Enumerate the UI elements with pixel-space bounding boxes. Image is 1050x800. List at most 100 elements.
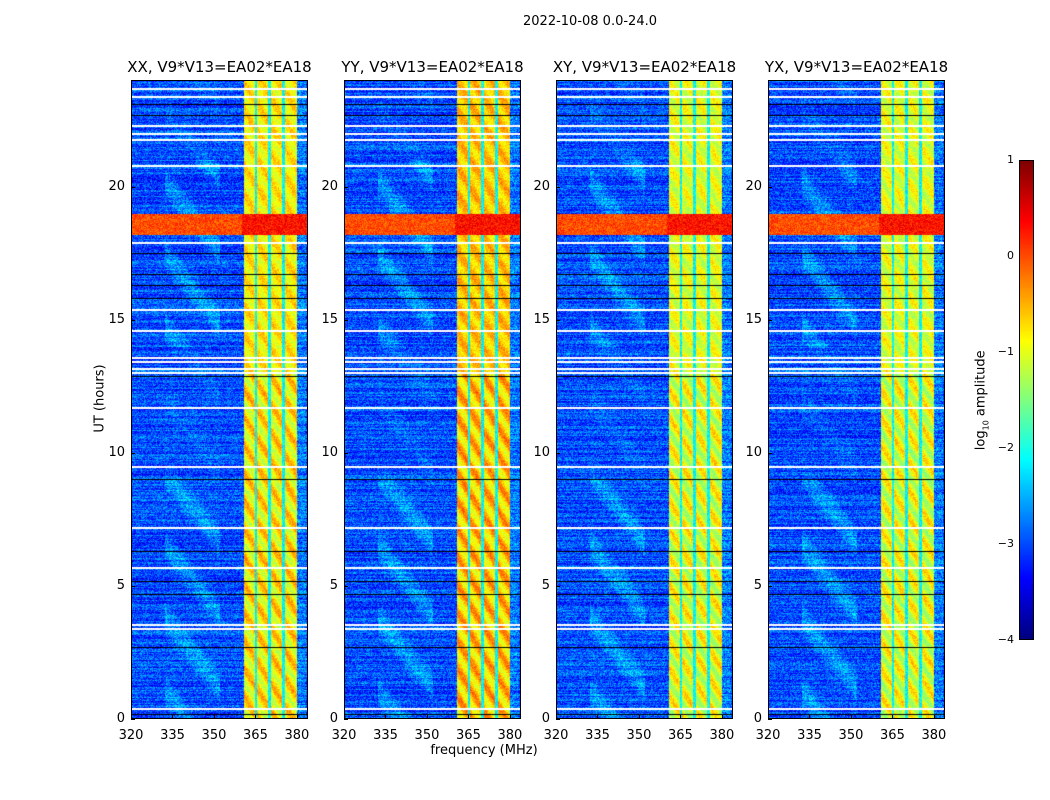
- y-tick-mark: [556, 452, 560, 454]
- y-tick-label: 10: [533, 444, 550, 460]
- x-tick-mark: [850, 715, 852, 719]
- y-tick-mark: [344, 186, 348, 188]
- x-tick-mark: [213, 715, 215, 719]
- x-tick-label: 380: [709, 728, 735, 743]
- y-tick-mark: [768, 452, 772, 454]
- figure-title: 2022-10-08 0.0-24.0: [523, 14, 657, 29]
- x-tick-label: 320: [331, 728, 357, 743]
- y-tick-mark: [131, 319, 135, 321]
- panel-1: XX, V9*V13=EA02*EA18 320 335 350 365 380 0 5 10 1…: [108, 58, 311, 743]
- y-tick-mark: [556, 186, 560, 188]
- y-tick-label: 0: [116, 711, 125, 726]
- x-tick-label: 380: [284, 728, 310, 743]
- y-tick-mark: [344, 719, 348, 720]
- y-tick-mark: [131, 719, 135, 720]
- y-tick-mark: [768, 719, 772, 720]
- y-tick-label: 5: [116, 577, 125, 593]
- colorbar-label: log10 amplitude: [973, 350, 991, 451]
- y-tick-label: 20: [533, 178, 550, 194]
- x-tick-label: 365: [880, 728, 905, 743]
- y-tick-label: 5: [541, 577, 550, 593]
- colorbar-tick-label: −4: [997, 633, 1014, 646]
- y-tick-mark: [344, 319, 348, 321]
- x-tick-mark: [344, 715, 345, 719]
- y-tick-label: 15: [745, 311, 762, 327]
- x-tick-mark: [768, 715, 769, 719]
- x-tick-label: 350: [201, 728, 227, 743]
- panel-title: XX, V9*V13=EA02*EA18: [127, 58, 312, 76]
- heatmap: [768, 80, 945, 719]
- y-tick-label: 5: [329, 577, 338, 593]
- y-tick-label: 10: [745, 444, 762, 460]
- plot-frame: [768, 80, 945, 719]
- x-tick-mark: [638, 715, 640, 719]
- y-tick-mark: [768, 319, 772, 321]
- plot-frame: [556, 80, 733, 719]
- colorbar-tick-label: 1: [1007, 153, 1014, 166]
- colorbar-tick-label: −1: [997, 345, 1014, 358]
- y-tick-label: 0: [753, 711, 762, 726]
- x-tick-mark: [933, 715, 935, 719]
- y-axis-label: UT (hours): [92, 364, 108, 433]
- x-axis-label: frequency (MHz): [430, 743, 538, 758]
- x-tick-label: 335: [797, 728, 822, 743]
- y-tick-mark: [556, 585, 560, 587]
- x-tick-label: 365: [456, 728, 481, 743]
- y-tick-mark: [131, 585, 135, 587]
- y-tick-label: 20: [321, 178, 338, 194]
- x-tick-mark: [255, 715, 257, 719]
- y-tick-label: 15: [533, 311, 550, 327]
- x-tick-mark: [809, 715, 811, 719]
- heatmap: [556, 80, 733, 719]
- y-tick-label: 10: [108, 444, 125, 460]
- x-tick-mark: [597, 715, 599, 719]
- x-tick-label: 335: [160, 728, 185, 743]
- colorbar-tick-label: −3: [997, 537, 1014, 550]
- x-tick-label: 380: [497, 728, 523, 743]
- x-tick-mark: [131, 715, 132, 719]
- y-tick-label: 20: [745, 178, 762, 194]
- x-tick-label: 320: [755, 728, 781, 743]
- x-tick-label: 365: [668, 728, 693, 743]
- heatmap: [344, 80, 521, 719]
- y-tick-mark: [131, 452, 135, 454]
- colorbar-tick-label: −2: [997, 441, 1014, 454]
- x-tick-mark: [509, 715, 511, 719]
- y-tick-mark: [768, 186, 772, 188]
- x-tick-mark: [721, 715, 723, 719]
- colorbar: [1019, 160, 1034, 640]
- panel-3: XY, V9*V13=EA02*EA18 320 335 350 365 380 0 5 10 1…: [533, 58, 736, 743]
- x-tick-mark: [556, 715, 557, 719]
- x-tick-mark: [426, 715, 428, 719]
- panel-title: XY, V9*V13=EA02*EA18: [552, 58, 737, 76]
- x-tick-label: 350: [414, 728, 440, 743]
- colorbar-tick-label: 0: [1007, 249, 1014, 262]
- y-tick-mark: [556, 319, 560, 321]
- x-tick-mark: [296, 715, 298, 719]
- x-tick-label: 335: [373, 728, 398, 743]
- y-tick-mark: [344, 452, 348, 454]
- x-tick-label: 380: [921, 728, 947, 743]
- y-tick-label: 20: [108, 178, 125, 194]
- y-tick-label: 0: [329, 711, 338, 726]
- y-tick-label: 0: [541, 711, 550, 726]
- x-tick-label: 350: [626, 728, 652, 743]
- y-tick-mark: [131, 186, 135, 188]
- y-tick-label: 15: [321, 311, 338, 327]
- x-tick-label: 320: [543, 728, 569, 743]
- y-tick-label: 5: [753, 577, 762, 593]
- plot-frame: [131, 80, 308, 719]
- x-tick-label: 350: [838, 728, 864, 743]
- y-tick-label: 10: [321, 444, 338, 460]
- x-tick-mark: [680, 715, 682, 719]
- x-tick-mark: [385, 715, 387, 719]
- panel-2: YY, V9*V13=EA02*EA18 320 335 350 365 380 0 5 10 1…: [321, 58, 523, 743]
- plot-frame: [344, 80, 521, 719]
- x-tick-mark: [468, 715, 470, 719]
- x-tick-label: 335: [585, 728, 610, 743]
- y-tick-mark: [556, 719, 560, 720]
- panel-title: YY, V9*V13=EA02*EA18: [341, 58, 524, 76]
- x-tick-mark: [892, 715, 894, 719]
- panel-4: YX, V9*V13=EA02*EA18 320 335 350 365 380 0 5 10 1…: [745, 58, 948, 743]
